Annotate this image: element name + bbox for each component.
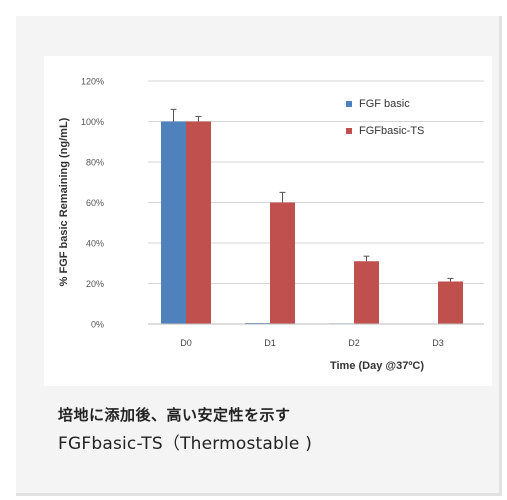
- caption-line-1: 培地に添加後、高い安定性を示す: [58, 406, 291, 424]
- x-axis-label: Time (Day @37ºC): [330, 360, 424, 372]
- bar-fgf-basic: [161, 121, 186, 324]
- y-tick-label: 0%: [91, 320, 104, 330]
- bar-fgf-basic: [245, 322, 270, 324]
- y-tick-label: 40%: [86, 239, 104, 249]
- caption-line-2: FGFbasic-TS（Thermostable ): [58, 434, 313, 454]
- y-tick-label: 60%: [86, 198, 104, 208]
- bar-fgfbasic-ts: [186, 121, 211, 324]
- chart-panel: [44, 56, 492, 386]
- bar-fgfbasic-ts: [438, 281, 463, 324]
- bar-fgfbasic-ts: [270, 202, 295, 324]
- legend-label: FGFbasic-TS: [359, 125, 424, 137]
- bar-fgfbasic-ts: [354, 261, 379, 324]
- x-tick-label: D2: [348, 338, 360, 348]
- legend-swatch: [346, 101, 352, 107]
- y-tick-label: 100%: [81, 117, 104, 127]
- y-tick-label: 20%: [86, 279, 104, 289]
- x-tick-label: D1: [264, 338, 276, 348]
- x-tick-label: D0: [180, 338, 192, 348]
- legend-label: FGF basic: [359, 98, 410, 110]
- legend-swatch: [346, 128, 352, 134]
- bar-chart: 0% 20% 40% 60% 80% 100% 120% D0 D1 D2 D3 % FGF basi…: [58, 77, 484, 372]
- y-axis-label: % FGF basic Remaining (ng/mL): [58, 117, 70, 286]
- y-tick-label: 120%: [81, 77, 104, 87]
- y-tick-label: 80%: [86, 158, 104, 168]
- figure-card: [16, 16, 502, 496]
- x-tick-label: D3: [432, 338, 444, 348]
- caption: 培地に添加後、高い安定性を示す FGFbasic-TS（Thermostable…: [58, 404, 312, 454]
